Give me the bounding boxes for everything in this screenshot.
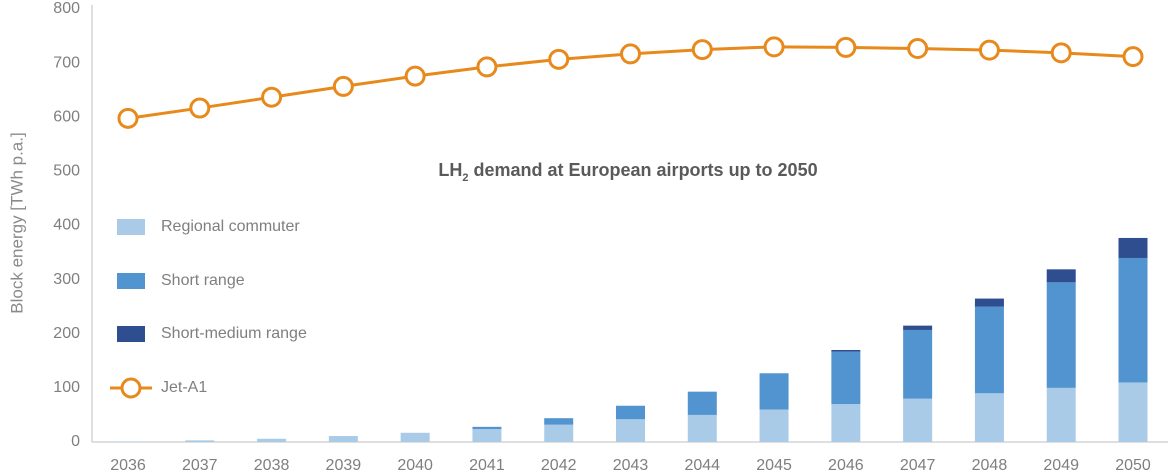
x-tick-label: 2038 bbox=[254, 457, 290, 474]
bar-regional-commuter bbox=[257, 438, 287, 442]
y-tick-label: 500 bbox=[53, 163, 80, 180]
bar-regional-commuter bbox=[687, 414, 717, 442]
chart-title-background bbox=[384, 154, 872, 186]
x-tick-label: 2046 bbox=[828, 457, 864, 474]
bar-regional-commuter bbox=[1046, 387, 1076, 442]
line-point bbox=[476, 56, 498, 78]
y-tick-label: 700 bbox=[53, 54, 80, 71]
line-point bbox=[1122, 46, 1144, 68]
bar-regional-commuter bbox=[544, 424, 574, 442]
bar-regional-commuter bbox=[831, 404, 861, 442]
bar-short-range bbox=[616, 405, 645, 420]
bar-regional-commuter bbox=[185, 440, 215, 442]
x-tick-label: 2042 bbox=[541, 457, 577, 474]
x-tick-label: 2044 bbox=[684, 457, 720, 474]
bars bbox=[113, 237, 1148, 442]
line-point bbox=[691, 39, 713, 61]
bar-regional-commuter bbox=[616, 419, 645, 442]
chart-title: LH2 demand at European airports up to 20… bbox=[438, 160, 817, 184]
legend-label: Jet-A1 bbox=[161, 379, 207, 396]
bar-short-medium-range bbox=[1118, 237, 1148, 258]
x-tick-label: 2040 bbox=[397, 457, 433, 474]
line-point bbox=[261, 86, 283, 108]
bar-regional-commuter bbox=[400, 432, 430, 442]
chart-title-rest: demand at European airports up to 2050 bbox=[469, 160, 818, 180]
bar-regional-commuter bbox=[1118, 382, 1148, 442]
chart-title-subscript: 2 bbox=[462, 172, 468, 184]
bar-short-medium-range bbox=[831, 349, 861, 352]
line-point bbox=[548, 48, 570, 70]
y-axis-label: Block energy [TWh p.a.] bbox=[7, 132, 26, 313]
chart-title-group: LH2 demand at European airports up to 20… bbox=[384, 154, 872, 186]
legend-label: Regional commuter bbox=[161, 218, 300, 235]
y-tick-label: 200 bbox=[53, 325, 80, 342]
bar-regional-commuter bbox=[903, 398, 933, 442]
bar-short-range bbox=[1046, 282, 1076, 388]
x-tick-label: 2048 bbox=[972, 457, 1008, 474]
line-point bbox=[117, 107, 139, 129]
bar-regional-commuter bbox=[759, 409, 789, 442]
x-tick-label: 2047 bbox=[900, 457, 936, 474]
line-point bbox=[189, 97, 211, 119]
x-tick-labels: 2036 2037 2038 2039 2040 2041 2042 2043 2044 2045… bbox=[110, 457, 1151, 474]
y-tick-label: 400 bbox=[53, 217, 80, 234]
line-point bbox=[620, 43, 641, 65]
x-tick-label: 2045 bbox=[756, 457, 792, 474]
y-tick-label: 800 bbox=[53, 0, 80, 17]
line-point bbox=[978, 39, 1000, 61]
line-point bbox=[1050, 42, 1072, 64]
chart-title-prefix: LH bbox=[438, 160, 462, 180]
y-tick-labels: 0 100 200 300 400 500 600 700 800 bbox=[53, 0, 80, 450]
x-tick-label: 2039 bbox=[326, 457, 362, 474]
bar-short-medium-range bbox=[974, 298, 1004, 307]
bar-short-medium-range bbox=[1046, 269, 1076, 283]
x-tick-label: 2037 bbox=[182, 457, 218, 474]
line-point bbox=[763, 36, 785, 58]
bar-regional-commuter bbox=[328, 436, 358, 442]
x-tick-label: 2043 bbox=[613, 457, 649, 474]
y-tick-label: 100 bbox=[53, 379, 80, 396]
y-tick-label: 600 bbox=[53, 108, 80, 125]
x-tick-label: 2049 bbox=[1043, 457, 1079, 474]
legend-swatch bbox=[117, 219, 145, 235]
line-point bbox=[332, 75, 354, 97]
line-point bbox=[835, 36, 857, 58]
bar-short-range bbox=[759, 373, 789, 410]
legend-label: Short-medium range bbox=[161, 325, 307, 342]
bar-short-range bbox=[472, 426, 502, 430]
bar-short-range bbox=[544, 418, 574, 425]
y-tick-label: 300 bbox=[53, 271, 80, 288]
bar-short-range bbox=[903, 329, 933, 399]
bar-regional-commuter bbox=[113, 441, 143, 442]
bar-regional-commuter bbox=[472, 429, 502, 442]
legend: Regional commuter Short range Short-medium… bbox=[110, 218, 307, 399]
bar-short-range bbox=[1118, 257, 1148, 383]
bar-short-range bbox=[687, 391, 717, 415]
line-point bbox=[907, 38, 929, 60]
bar-short-medium-range bbox=[903, 325, 933, 330]
bar-regional-commuter bbox=[974, 393, 1004, 442]
bar-short-range bbox=[831, 351, 861, 405]
legend-marker bbox=[120, 377, 142, 399]
legend-swatch bbox=[117, 326, 145, 342]
legend-swatch bbox=[117, 273, 145, 289]
x-tick-label: 2036 bbox=[110, 457, 146, 474]
legend-label: Short range bbox=[161, 272, 245, 289]
bar-short-range bbox=[974, 306, 1004, 394]
line-point bbox=[404, 65, 426, 87]
x-tick-label: 2050 bbox=[1115, 457, 1151, 474]
jet-a1-line bbox=[117, 36, 1144, 129]
y-tick-label: 0 bbox=[71, 433, 80, 450]
x-tick-label: 2041 bbox=[469, 457, 505, 474]
